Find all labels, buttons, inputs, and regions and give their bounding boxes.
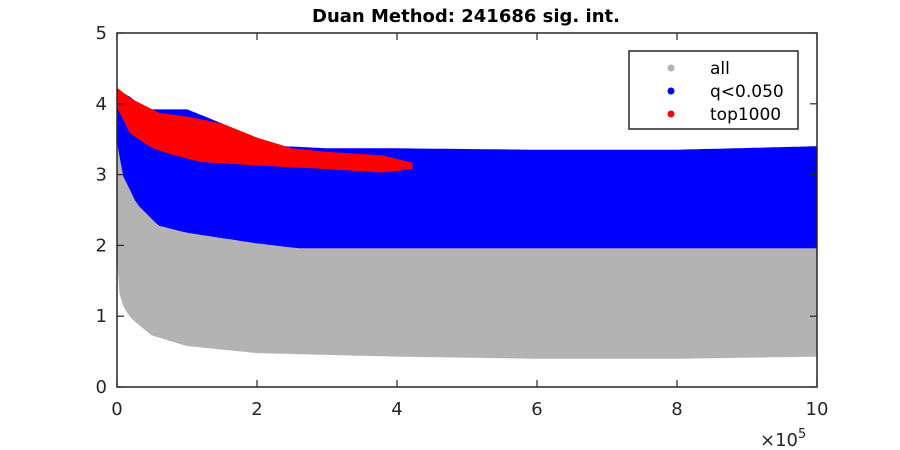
series-q-0-050-point-cloud bbox=[117, 91, 817, 249]
x-tick-label: 6 bbox=[531, 399, 542, 420]
series-top1000-point-cloud bbox=[117, 88, 413, 173]
y-tick-label: 0 bbox=[96, 377, 107, 398]
x-exponent-power: 5 bbox=[798, 427, 806, 442]
plot-frame bbox=[116, 32, 818, 388]
x-tick-label: 0 bbox=[111, 399, 122, 420]
legend-box bbox=[628, 50, 799, 130]
legend: all q<0.050 top1000 bbox=[628, 50, 799, 130]
x-tick-label: 8 bbox=[671, 399, 682, 420]
x-tick-label: 2 bbox=[251, 399, 262, 420]
legend-marker-all bbox=[667, 64, 675, 72]
series-layer bbox=[117, 88, 817, 359]
legend-label-top1000: top1000 bbox=[710, 105, 781, 125]
y-tick-label: 3 bbox=[96, 165, 107, 186]
y-tick-label: 5 bbox=[96, 23, 107, 44]
series-q-0-050 bbox=[117, 91, 817, 249]
x-exponent-label: ×105 bbox=[760, 427, 806, 450]
legend-marker-q-0-050 bbox=[667, 87, 675, 95]
legend-marker-top1000 bbox=[667, 110, 675, 118]
y-tick-label: 4 bbox=[96, 94, 107, 115]
legend-label-all: all bbox=[710, 59, 730, 79]
y-tick-label: 1 bbox=[96, 306, 107, 327]
x-tick-label: 4 bbox=[391, 399, 402, 420]
y-tick-label: 2 bbox=[96, 235, 107, 256]
legend-label-q-0-050: q<0.050 bbox=[710, 82, 784, 102]
chart-title: Duan Method: 241686 sig. int. bbox=[312, 6, 620, 27]
series-top1000 bbox=[117, 88, 413, 173]
x-tick-label: 10 bbox=[806, 399, 829, 420]
